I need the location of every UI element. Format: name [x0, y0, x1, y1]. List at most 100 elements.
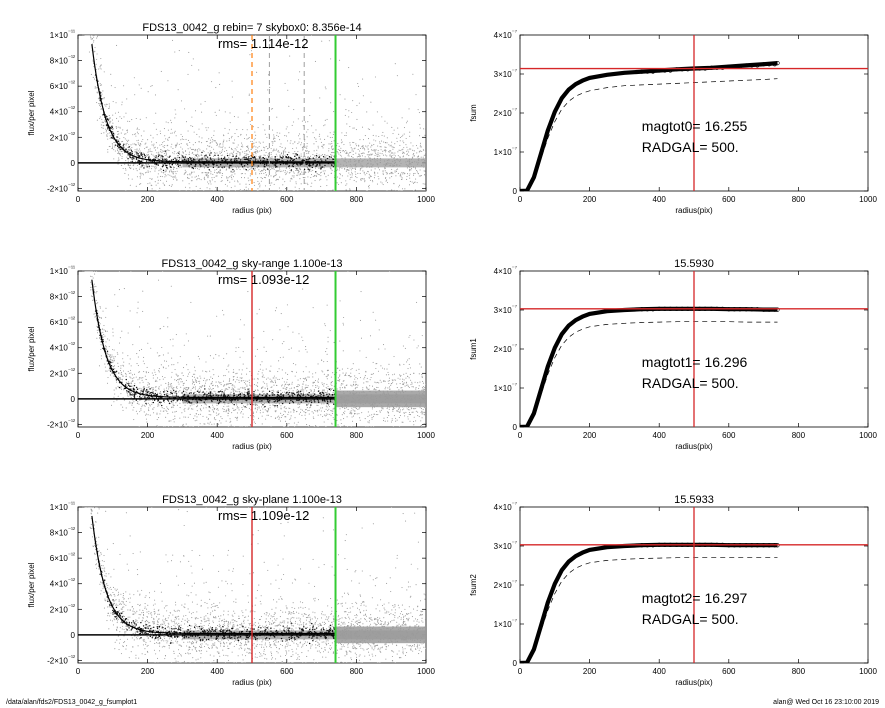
data-point [402, 140, 404, 142]
data-point [342, 150, 345, 152]
data-point [203, 176, 205, 178]
data-point [182, 383, 184, 385]
data-point [332, 148, 334, 150]
data-point [176, 170, 178, 172]
data-point [208, 414, 210, 416]
data-point [217, 414, 219, 416]
data-point [95, 299, 97, 301]
data-point [349, 152, 351, 154]
data-point [249, 151, 251, 153]
chart-title: FDS13_0042_g rebin= 7 skybox0: 8.356e-14 [142, 22, 361, 34]
data-point [415, 408, 417, 410]
data-point [192, 148, 194, 151]
data-point [304, 378, 306, 380]
data-point [161, 375, 164, 378]
data-point [315, 138, 317, 140]
data-point [352, 167, 354, 170]
data-point [107, 138, 109, 140]
data-point [248, 136, 250, 139]
data-point [286, 304, 288, 306]
data-point [254, 168, 256, 170]
data-point [339, 386, 341, 388]
data-point [356, 145, 358, 147]
data-point [273, 384, 275, 386]
data-point [413, 153, 415, 155]
data-point [393, 147, 395, 149]
data-point [306, 168, 309, 170]
data-point [151, 402, 153, 404]
data-point [214, 169, 216, 171]
data-point [164, 389, 166, 392]
data-point [287, 384, 289, 386]
data-point [221, 166, 223, 169]
data-point [354, 378, 356, 380]
data-point [221, 146, 223, 148]
data-point [401, 171, 403, 174]
data-point [175, 113, 177, 115]
data-point [172, 404, 174, 406]
data-point [325, 176, 327, 178]
data-point [313, 155, 316, 157]
data-point [386, 172, 388, 174]
data-point [239, 153, 241, 155]
data-point [380, 181, 382, 183]
data-point [391, 168, 393, 170]
data-point [253, 142, 255, 144]
data-point [403, 142, 405, 144]
data-point [142, 159, 144, 161]
data-point [340, 139, 343, 141]
data-point [155, 149, 157, 151]
data-point [175, 373, 177, 375]
data-point [290, 170, 292, 172]
data-point [354, 171, 356, 173]
data-point [359, 147, 362, 150]
data-point [418, 175, 420, 177]
data-point [237, 144, 239, 146]
data-point [290, 415, 292, 417]
data-point [413, 174, 415, 176]
data-point [320, 166, 322, 168]
data-point [142, 152, 145, 154]
data-point [333, 140, 335, 142]
data-point [370, 101, 372, 103]
data-point [173, 391, 176, 393]
data-point [321, 359, 323, 361]
data-point [275, 179, 277, 181]
data-point [99, 336, 101, 339]
data-point [89, 35, 92, 37]
data-point [279, 176, 281, 178]
data-point [213, 130, 215, 132]
data-point [417, 172, 419, 175]
data-point [182, 424, 184, 426]
data-point [88, 51, 90, 53]
data-point [281, 152, 283, 154]
data-point [350, 169, 352, 171]
data-point [230, 170, 232, 172]
data-point [254, 158, 257, 160]
data-point [416, 152, 418, 154]
data-point [105, 121, 107, 123]
data-point [261, 415, 263, 417]
data-point [341, 368, 343, 370]
data-point [252, 419, 255, 421]
data-point [202, 172, 204, 174]
data-point [248, 379, 250, 381]
data-point [370, 146, 372, 148]
data-point [96, 36, 99, 38]
data-point [142, 381, 144, 383]
data-point [290, 140, 292, 142]
data-point [157, 182, 159, 184]
data-point [320, 178, 322, 180]
data-point [321, 146, 323, 148]
data-point [144, 386, 146, 388]
data-point [223, 314, 225, 316]
data-point [277, 378, 279, 380]
data-point [173, 176, 175, 178]
y-axis-label: flux/per pixel [27, 326, 36, 371]
data-point [397, 172, 399, 175]
series-marker [775, 60, 780, 66]
data-point [351, 148, 353, 150]
data-point [159, 392, 161, 394]
data-point [374, 76, 376, 78]
data-point [402, 156, 404, 158]
